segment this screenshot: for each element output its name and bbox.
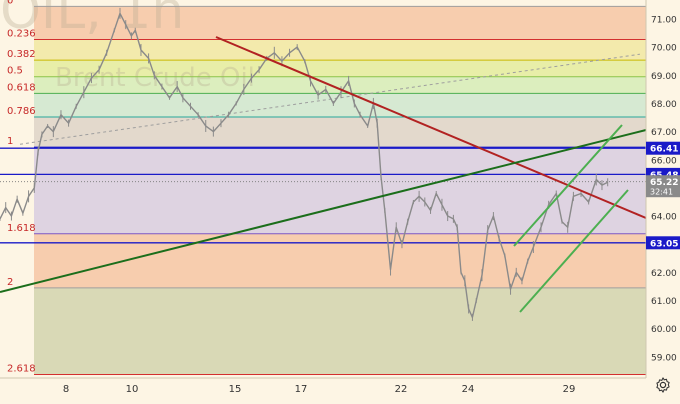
price-tick-label: 67.00 — [651, 128, 677, 138]
fib-label: 0.786 — [7, 106, 36, 117]
time-axis[interactable]: 8 10 15 17 22 24 29 — [0, 377, 680, 400]
fib-label: 0.5 — [7, 66, 23, 77]
fib-label: 0.382 — [7, 49, 36, 60]
current-price-tag[interactable] — [646, 175, 680, 198]
settings-button[interactable] — [654, 376, 672, 394]
price-axis-bg — [646, 0, 680, 400]
fib-label: 1 — [7, 136, 13, 147]
watermark: OIL, 1h Brent Crude Oil — [0, 0, 255, 93]
price-tick-label: 62.00 — [651, 269, 677, 279]
fib-zone — [34, 76, 646, 94]
price-tick-label: 70.00 — [651, 44, 677, 54]
time-tick-label: 29 — [563, 384, 576, 395]
fib-zone — [34, 147, 646, 234]
price-series — [0, 7, 609, 321]
time-tick-label: 8 — [63, 384, 69, 395]
watermark-subtitle: Brent Crude Oil — [55, 63, 255, 93]
downtrend-line[interactable] — [215, 36, 647, 219]
time-tick-label: 24 — [462, 384, 475, 395]
time-axis-bg — [0, 378, 680, 400]
level-price-tag[interactable] — [646, 236, 680, 250]
fib-zone — [34, 287, 646, 375]
fib-label: 1.618 — [7, 223, 36, 234]
fib-lines: 0 0.236 0.382 0.5 0.618 0.786 1 1.618 2 2.618 — [7, 0, 646, 376]
fib-zone — [34, 93, 646, 117]
fib-label: 0 — [7, 0, 13, 6]
uptrend-line[interactable] — [0, 129, 647, 293]
channel-upper-line[interactable] — [513, 124, 623, 247]
fib-label: 2.618 — [7, 364, 36, 375]
price-tick-label: 69.00 — [651, 72, 677, 82]
dashed-trend-line — [19, 53, 641, 145]
horizontal-levels — [0, 147, 646, 244]
fib-label: 2 — [7, 277, 13, 288]
fib-zones — [0, 6, 646, 375]
price-tick-label: 68.00 — [651, 100, 677, 110]
current-price-text: 65.22 — [650, 178, 678, 188]
time-tick-label: 17 — [295, 384, 308, 395]
level-price-text: 63.05 — [650, 239, 678, 249]
price-tick-label: 66.00 — [651, 156, 677, 166]
level-price-text: 66.41 — [650, 145, 678, 155]
fib-zone — [34, 116, 646, 148]
price-tick-label: 71.00 — [651, 16, 677, 26]
fib-zone — [34, 60, 646, 77]
price-tick-label: 61.00 — [651, 297, 677, 307]
level-price-tag[interactable] — [646, 141, 680, 155]
price-tick-label: 64.00 — [651, 213, 677, 223]
time-tick-label: 22 — [395, 384, 408, 395]
trend-lines[interactable] — [0, 36, 647, 313]
price-axis[interactable]: 59.0060.0061.0062.0063.0064.0065.0066.00… — [645, 0, 680, 400]
countdown-text: 32:41 — [650, 188, 673, 197]
channel-lower-line[interactable] — [519, 189, 629, 313]
price-line — [0, 12, 609, 319]
watermark-title: OIL, 1h — [0, 0, 184, 41]
fib-label: 0.618 — [7, 82, 36, 93]
gear-icon[interactable] — [654, 376, 672, 394]
price-tick-label: 60.00 — [651, 325, 677, 335]
time-tick-label: 10 — [126, 384, 139, 395]
price-tick-label: 59.00 — [651, 353, 677, 363]
fib-zone — [34, 39, 646, 61]
time-tick-label: 15 — [229, 384, 242, 395]
fib-label: 0.236 — [7, 29, 36, 40]
